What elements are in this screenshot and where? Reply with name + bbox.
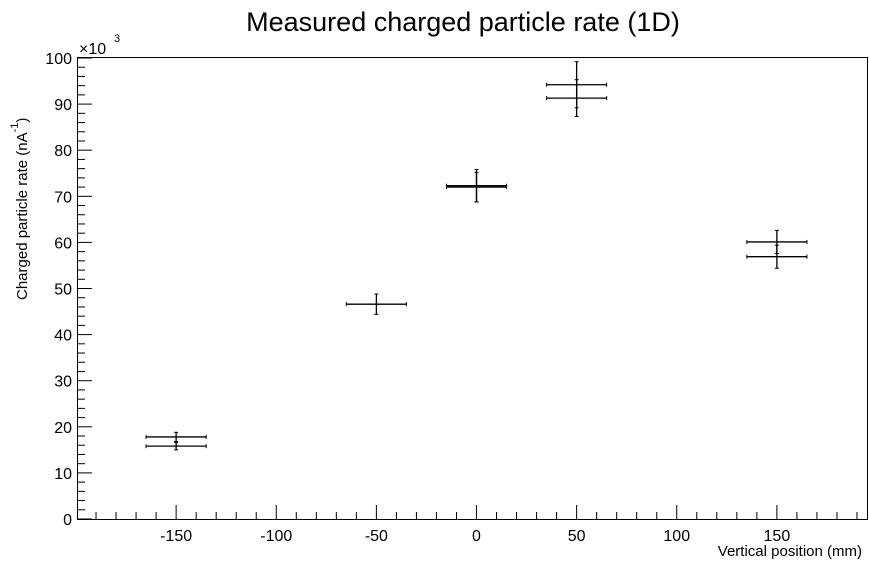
x-tick-label: 100 [663,528,690,545]
data-point [145,441,207,451]
y-tick-label: 70 [54,189,72,206]
x-tick-label: -150 [160,528,192,545]
x-tick-labels: -150 -100 -50 0 50 100 150 [160,528,790,545]
y-axis-title: Charged particle rate (nA-1) [9,118,31,300]
y-axis [78,57,92,520]
x-axis-title: Vertical position (mm) [718,543,862,560]
data-points [145,61,808,451]
y-multiplier-exponent: 3 [114,33,120,45]
y-multiplier: ×10 [79,41,106,58]
y-tick-label: 50 [54,282,72,299]
y-tick-label: 60 [54,235,72,252]
x-tick-label: 0 [472,528,481,545]
data-point [145,431,207,443]
y-tick-label: 20 [54,420,72,437]
y-tick-label: 0 [63,512,72,529]
y-tick-label: 100 [45,51,72,68]
y-axis-title-main: Charged particle rate (nA [14,132,31,300]
data-point [746,244,808,269]
y-axis-title-superscript: -1 [9,123,21,133]
x-axis [95,505,858,519]
x-tick-label: 150 [764,528,791,545]
y-tick-label: 30 [54,374,72,391]
x-tick-label: 50 [568,528,586,545]
chart-title: Measured charged particle rate (1D) [246,7,680,37]
y-tick-label: 90 [54,97,72,114]
y-axis-title-group: Charged particle rate (nA-1) [9,118,31,300]
x-tick-label: -50 [365,528,388,545]
data-point [445,171,508,203]
y-tick-labels: 0 10 20 30 40 50 60 70 80 90 100 [45,51,72,529]
y-tick-label: 80 [54,143,72,160]
y-tick-label: 10 [54,466,72,483]
y-tick-label: 40 [54,328,72,345]
data-point [546,79,608,118]
data-point [345,293,407,315]
x-tick-label: -100 [260,528,292,545]
y-axis-title-suffix: ) [14,118,31,123]
plot-frame [77,57,868,520]
